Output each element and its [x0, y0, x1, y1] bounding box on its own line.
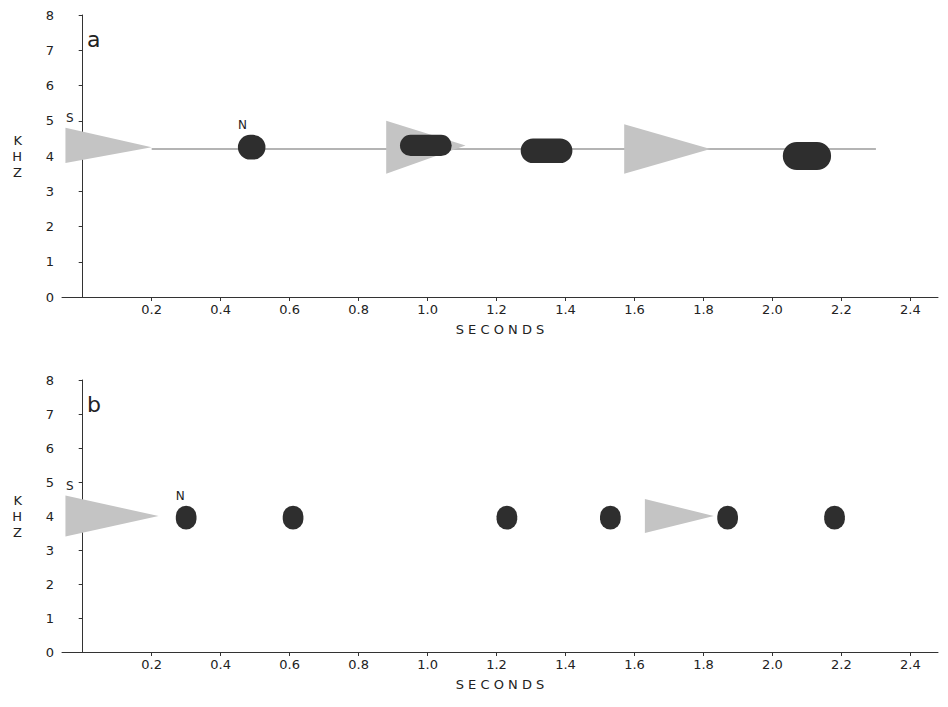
svg-text:0.2: 0.2	[141, 657, 162, 672]
svg-text:2.2: 2.2	[831, 302, 852, 317]
svg-text:1.4: 1.4	[555, 302, 576, 317]
svg-text:0: 0	[46, 645, 54, 660]
svg-text:4: 4	[46, 509, 54, 524]
svg-text:S E C O N D S: S E C O N D S	[456, 322, 545, 337]
svg-text:1.0: 1.0	[417, 302, 438, 317]
svg-text:2: 2	[46, 577, 54, 592]
svg-text:1.6: 1.6	[624, 302, 645, 317]
svg-text:1.4: 1.4	[555, 657, 576, 672]
svg-text:4: 4	[46, 149, 54, 164]
svg-text:8: 8	[46, 373, 54, 388]
svg-text:Z: Z	[13, 165, 22, 180]
svg-text:0.6: 0.6	[279, 302, 300, 317]
svg-text:0.4: 0.4	[210, 302, 231, 317]
svg-text:1.0: 1.0	[417, 657, 438, 672]
svg-text:7: 7	[46, 43, 54, 58]
svg-text:Z: Z	[13, 525, 22, 540]
svg-text:K: K	[13, 133, 22, 148]
svg-text:3: 3	[46, 184, 54, 199]
svg-text:6: 6	[46, 441, 54, 456]
svg-text:0.4: 0.4	[210, 657, 231, 672]
svg-text:0.2: 0.2	[141, 302, 162, 317]
svg-text:1.2: 1.2	[486, 657, 507, 672]
svg-text:b: b	[87, 392, 101, 417]
svg-text:S: S	[66, 111, 74, 125]
svg-text:1.8: 1.8	[693, 657, 714, 672]
svg-text:7: 7	[46, 407, 54, 422]
svg-text:2.4: 2.4	[900, 657, 921, 672]
svg-text:0.8: 0.8	[348, 657, 369, 672]
svg-text:H: H	[12, 509, 22, 524]
svg-text:N: N	[176, 489, 185, 503]
svg-text:2.0: 2.0	[762, 302, 783, 317]
svg-text:1.6: 1.6	[624, 657, 645, 672]
svg-text:1.8: 1.8	[693, 302, 714, 317]
svg-text:1.2: 1.2	[486, 302, 507, 317]
svg-text:2.2: 2.2	[831, 657, 852, 672]
svg-text:0: 0	[46, 290, 54, 305]
svg-text:5: 5	[46, 475, 54, 490]
svg-text:8: 8	[46, 8, 54, 23]
svg-text:5: 5	[46, 113, 54, 128]
svg-text:6: 6	[46, 78, 54, 93]
svg-text:0.8: 0.8	[348, 302, 369, 317]
svg-text:K: K	[13, 493, 22, 508]
svg-text:2.4: 2.4	[900, 302, 921, 317]
svg-text:1: 1	[46, 254, 54, 269]
svg-text:0.6: 0.6	[279, 657, 300, 672]
svg-text:H: H	[12, 149, 22, 164]
svg-text:S E C O N D S: S E C O N D S	[456, 677, 545, 692]
svg-text:2: 2	[46, 219, 54, 234]
svg-text:a: a	[87, 27, 100, 52]
svg-text:S: S	[66, 479, 74, 493]
svg-text:N: N	[238, 118, 247, 132]
svg-text:2.0: 2.0	[762, 657, 783, 672]
svg-text:1: 1	[46, 611, 54, 626]
svg-text:3: 3	[46, 543, 54, 558]
